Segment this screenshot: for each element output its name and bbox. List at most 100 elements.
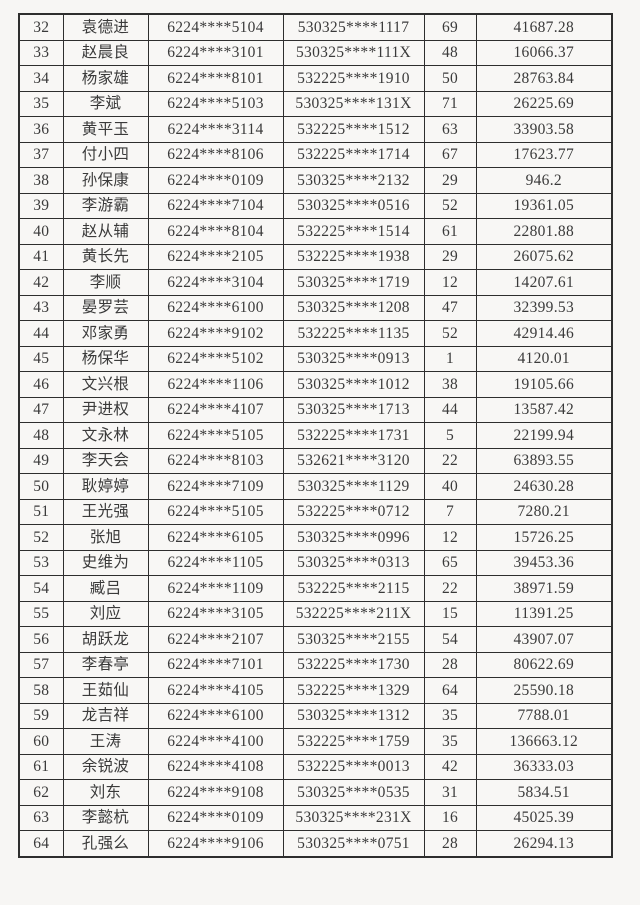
cell-index: 64 — [18, 830, 64, 857]
table-row: 32 袁德进 6224****5104 530325****1117 69 41687.2… — [18, 13, 613, 41]
table-row: 59 龙吉祥 6224****6100 530325****1312 35 7788.01 — [18, 702, 613, 729]
cell-card_number: 6224****8104 — [147, 218, 284, 245]
cell-name: 胡跃龙 — [62, 626, 149, 653]
cell-amount: 42914.46 — [475, 320, 613, 347]
table-row: 50 耿婷婷 6224****7109 530325****1129 40 24630.2… — [18, 473, 613, 500]
cell-index: 59 — [18, 702, 64, 729]
cell-count: 5 — [423, 422, 477, 449]
cell-card_number: 6224****3105 — [147, 600, 284, 627]
cell-count: 38 — [423, 371, 477, 398]
cell-index: 52 — [18, 524, 64, 551]
cell-card_number: 6224****4105 — [147, 677, 284, 704]
cell-count: 47 — [423, 294, 477, 321]
cell-amount: 16066.37 — [475, 39, 613, 66]
cell-index: 37 — [18, 141, 64, 168]
cell-amount: 7280.21 — [475, 498, 613, 525]
cell-id_number: 532225****1759 — [282, 728, 425, 755]
cell-card_number: 6224****1109 — [147, 575, 284, 602]
cell-index: 56 — [18, 626, 64, 653]
cell-id_number: 530325****1713 — [282, 396, 425, 423]
cell-id_number: 532225****1514 — [282, 218, 425, 245]
cell-id_number: 532225****1910 — [282, 65, 425, 92]
cell-amount: 36333.03 — [475, 753, 613, 780]
cell-count: 12 — [423, 269, 477, 296]
cell-index: 32 — [18, 13, 64, 41]
cell-count: 35 — [423, 702, 477, 729]
cell-name: 孙保康 — [62, 167, 149, 194]
cell-id_number: 530325****0913 — [282, 345, 425, 372]
cell-index: 55 — [18, 600, 64, 627]
cell-count: 71 — [423, 90, 477, 117]
cell-card_number: 6224****9106 — [147, 830, 284, 857]
cell-index: 60 — [18, 728, 64, 755]
table-row: 36 黄平玉 6224****3114 532225****1512 63 33903.5… — [18, 116, 613, 143]
cell-card_number: 6224****4107 — [147, 396, 284, 423]
cell-index: 51 — [18, 498, 64, 525]
cell-count: 15 — [423, 600, 477, 627]
cell-name: 臧吕 — [62, 575, 149, 602]
cell-card_number: 6224****9102 — [147, 320, 284, 347]
cell-name: 刘东 — [62, 779, 149, 806]
cell-card_number: 6224****5104 — [147, 13, 284, 41]
cell-id_number: 532225****0712 — [282, 498, 425, 525]
cell-count: 65 — [423, 549, 477, 576]
cell-count: 40 — [423, 473, 477, 500]
cell-amount: 80622.69 — [475, 651, 613, 678]
cell-index: 41 — [18, 243, 64, 270]
table-row: 44 邓家勇 6224****9102 532225****1135 52 42914.4… — [18, 320, 613, 347]
cell-count: 64 — [423, 677, 477, 704]
cell-card_number: 6224****6105 — [147, 524, 284, 551]
cell-count: 12 — [423, 524, 477, 551]
cell-index: 47 — [18, 396, 64, 423]
cell-amount: 43907.07 — [475, 626, 613, 653]
cell-amount: 26225.69 — [475, 90, 613, 117]
cell-count: 67 — [423, 141, 477, 168]
cell-id_number: 530325****2132 — [282, 167, 425, 194]
cell-name: 赵从辅 — [62, 218, 149, 245]
cell-index: 44 — [18, 320, 64, 347]
cell-count: 54 — [423, 626, 477, 653]
cell-id_number: 530325****0516 — [282, 192, 425, 219]
cell-amount: 26075.62 — [475, 243, 613, 270]
cell-card_number: 6224****6100 — [147, 294, 284, 321]
table-row: 39 李游霸 6224****7104 530325****0516 52 19361.0… — [18, 192, 613, 219]
cell-name: 晏罗芸 — [62, 294, 149, 321]
table-row: 37 付小四 6224****8106 532225****1714 67 17623.7… — [18, 141, 613, 168]
cell-name: 邓家勇 — [62, 320, 149, 347]
cell-card_number: 6224****4100 — [147, 728, 284, 755]
table-row: 46 文兴根 6224****1106 530325****1012 38 19105.6… — [18, 371, 613, 398]
cell-id_number: 530325****1312 — [282, 702, 425, 729]
cell-amount: 45025.39 — [475, 804, 613, 831]
cell-count: 44 — [423, 396, 477, 423]
cell-amount: 32399.53 — [475, 294, 613, 321]
table-body: 32 袁德进 6224****5104 530325****1117 69 41687.2… — [18, 13, 613, 857]
cell-index: 62 — [18, 779, 64, 806]
cell-name: 袁德进 — [62, 13, 149, 41]
cell-amount: 946.2 — [475, 167, 613, 194]
cell-amount: 19361.05 — [475, 192, 613, 219]
table-row: 51 王光强 6224****5105 532225****0712 7 7280.21 — [18, 498, 613, 525]
cell-card_number: 6224****8103 — [147, 447, 284, 474]
table-row: 53 史维为 6224****1105 530325****0313 65 39453.3… — [18, 549, 613, 576]
cell-count: 28 — [423, 651, 477, 678]
cell-count: 69 — [423, 13, 477, 41]
cell-name: 杨家雄 — [62, 65, 149, 92]
cell-count: 63 — [423, 116, 477, 143]
cell-name: 耿婷婷 — [62, 473, 149, 500]
cell-name: 李斌 — [62, 90, 149, 117]
cell-name: 赵晨良 — [62, 39, 149, 66]
cell-name: 余锐波 — [62, 753, 149, 780]
cell-card_number: 6224****9108 — [147, 779, 284, 806]
cell-name: 文兴根 — [62, 371, 149, 398]
table-row: 54 臧吕 6224****1109 532225****2115 22 38971.59 — [18, 575, 613, 602]
cell-name: 张旭 — [62, 524, 149, 551]
cell-count: 29 — [423, 167, 477, 194]
cell-card_number: 6224****6100 — [147, 702, 284, 729]
cell-amount: 14207.61 — [475, 269, 613, 296]
cell-index: 46 — [18, 371, 64, 398]
cell-index: 42 — [18, 269, 64, 296]
cell-id_number: 530325****111X — [282, 39, 425, 66]
table-row: 45 杨保华 6224****5102 530325****0913 1 4120.01 — [18, 345, 613, 372]
cell-card_number: 6224****5102 — [147, 345, 284, 372]
cell-amount: 41687.28 — [475, 13, 613, 41]
